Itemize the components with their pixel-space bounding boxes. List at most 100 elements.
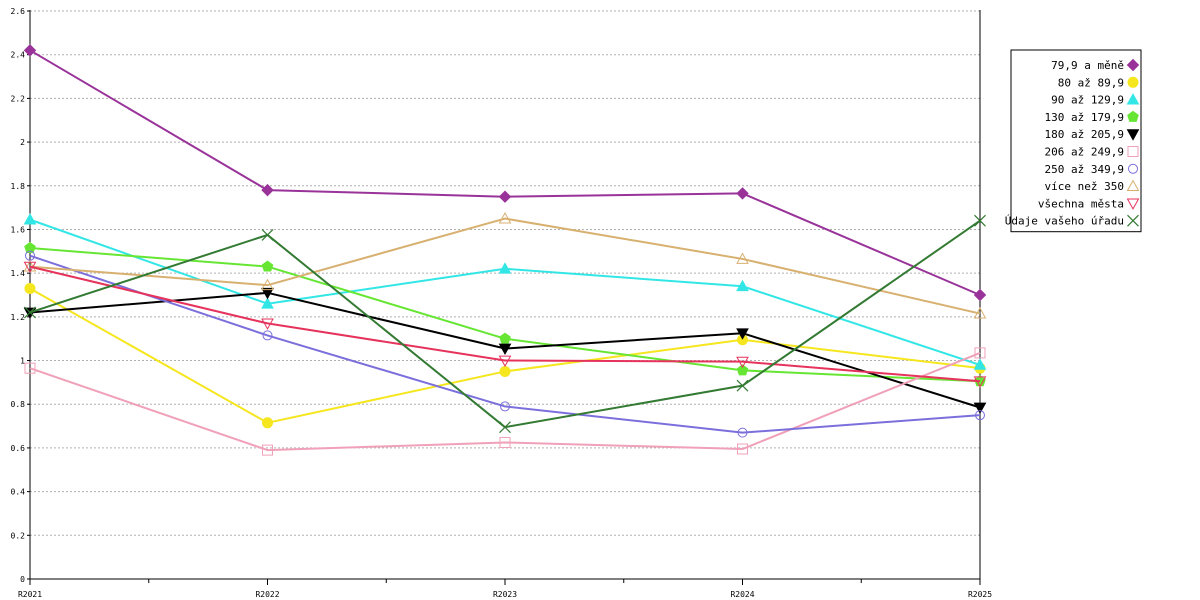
- data-point: [262, 444, 273, 456]
- x-tick-label: R2023: [493, 590, 517, 599]
- data-point: [498, 355, 512, 368]
- legend-box: [1010, 49, 1142, 233]
- y-tick-label: 0.4: [11, 488, 26, 497]
- data-point: [261, 278, 274, 291]
- legend-marker: [1127, 76, 1139, 88]
- legend-marker: [1127, 110, 1139, 122]
- data-point: [24, 306, 36, 319]
- data-point: [24, 362, 36, 374]
- legend-marker: [1128, 163, 1138, 174]
- data-point: [261, 287, 274, 300]
- legend-item: 79,9 a měně: [1051, 58, 1140, 72]
- series-line: [29, 287, 981, 424]
- y-tick-label: 2.2: [11, 94, 26, 103]
- data-point: [736, 356, 749, 369]
- legend-item: 130 až 179,9: [1045, 110, 1139, 124]
- series-0: [23, 44, 987, 302]
- data-point: [24, 241, 36, 253]
- data-point: [262, 330, 273, 341]
- legend-label: 130 až 179,9: [1045, 111, 1124, 124]
- data-point: [499, 436, 511, 448]
- data-point: [23, 261, 37, 274]
- legend-label: 206 až 249,9: [1045, 146, 1124, 159]
- legend-label: 250 až 349,9: [1045, 163, 1124, 176]
- data-point: [736, 328, 749, 340]
- series-lines: [23, 44, 987, 456]
- data-point: [973, 376, 987, 388]
- axes: 0 0.2 0.4 0.6 0.8 1 1.2 1.4 1.6 1.8 2 2.2 2.4 2.6 R202…: [11, 7, 993, 599]
- data-point: [23, 213, 37, 225]
- series-2: [23, 213, 987, 370]
- data-point: [498, 190, 512, 203]
- data-point: [973, 307, 987, 319]
- data-point: [262, 417, 273, 429]
- legend-marker: [1126, 58, 1140, 72]
- legend-label: 180 až 205,9: [1045, 128, 1124, 141]
- series-8: [23, 261, 987, 388]
- legend-item: 90 až 129,9: [1051, 93, 1140, 107]
- data-point: [973, 402, 987, 415]
- y-tick-label: 1: [20, 357, 25, 366]
- data-point: [261, 183, 274, 197]
- data-point: [23, 260, 37, 272]
- series-5: [24, 347, 986, 456]
- data-point: [498, 212, 512, 224]
- y-tick-label: 1.6: [11, 225, 26, 234]
- data-point: [974, 214, 986, 227]
- data-point: [737, 427, 748, 438]
- legend-marker: [1127, 214, 1139, 227]
- series-line: [29, 217, 981, 315]
- legend-label: Údaje vašeho úřadu: [1005, 215, 1124, 228]
- series-7: [23, 212, 987, 319]
- y-tick-label: 0.2: [11, 531, 26, 540]
- data-point: [975, 410, 985, 421]
- data-point: [737, 443, 748, 455]
- y-tick-label: 1.8: [11, 182, 26, 191]
- data-point: [261, 260, 274, 272]
- legend-label: 90 až 129,9: [1051, 94, 1124, 107]
- legend-label: 79,9 a měně: [1051, 59, 1124, 72]
- data-point: [500, 401, 510, 412]
- y-tick-label: 0.6: [11, 444, 26, 453]
- data-point: [736, 252, 749, 264]
- x-tick-label: R2024: [730, 590, 754, 599]
- data-point: [261, 228, 274, 241]
- legend-marker: [1126, 93, 1140, 105]
- data-point: [736, 379, 749, 392]
- series-line: [29, 351, 981, 452]
- x-tick-label: R2022: [255, 590, 279, 599]
- y-tick-label: 1.2: [11, 313, 26, 322]
- series-line: [29, 254, 981, 434]
- data-point: [261, 318, 274, 330]
- legend-item: Údaje vašeho úřadu: [1005, 215, 1139, 228]
- data-point: [736, 364, 749, 376]
- legend-marker: [1126, 198, 1140, 210]
- data-point: [498, 262, 512, 274]
- legend-marker: [1127, 146, 1139, 157]
- series-6: [25, 250, 985, 438]
- series-9: [24, 214, 986, 434]
- data-point: [736, 279, 749, 292]
- data-point: [499, 365, 511, 377]
- legend-item: všechna města: [1038, 197, 1140, 210]
- legend-item: 80 až 89,9: [1058, 76, 1139, 89]
- data-point: [499, 332, 511, 344]
- y-tick-label: 2.4: [11, 51, 26, 60]
- data-point: [974, 347, 986, 359]
- legend-label: více než 350: [1045, 180, 1124, 193]
- data-point: [973, 288, 987, 302]
- x-tick-label: R2021: [18, 590, 42, 599]
- x-tick-label: R2025: [968, 590, 992, 599]
- y-tick-label: 1.4: [11, 269, 26, 278]
- legend-item: 250 až 349,9: [1045, 163, 1138, 176]
- y-tick-label: 2: [20, 138, 25, 147]
- data-point: [24, 282, 36, 294]
- data-point: [261, 297, 274, 309]
- series-line: [29, 265, 981, 383]
- y-tick-label: 0: [20, 575, 25, 584]
- legend-marker: [1126, 179, 1140, 191]
- legend-label: všechna města: [1038, 197, 1124, 210]
- legend: 79,9 a měně 80 až 89,9 90 až 129,9 130 až 1…: [1005, 49, 1142, 233]
